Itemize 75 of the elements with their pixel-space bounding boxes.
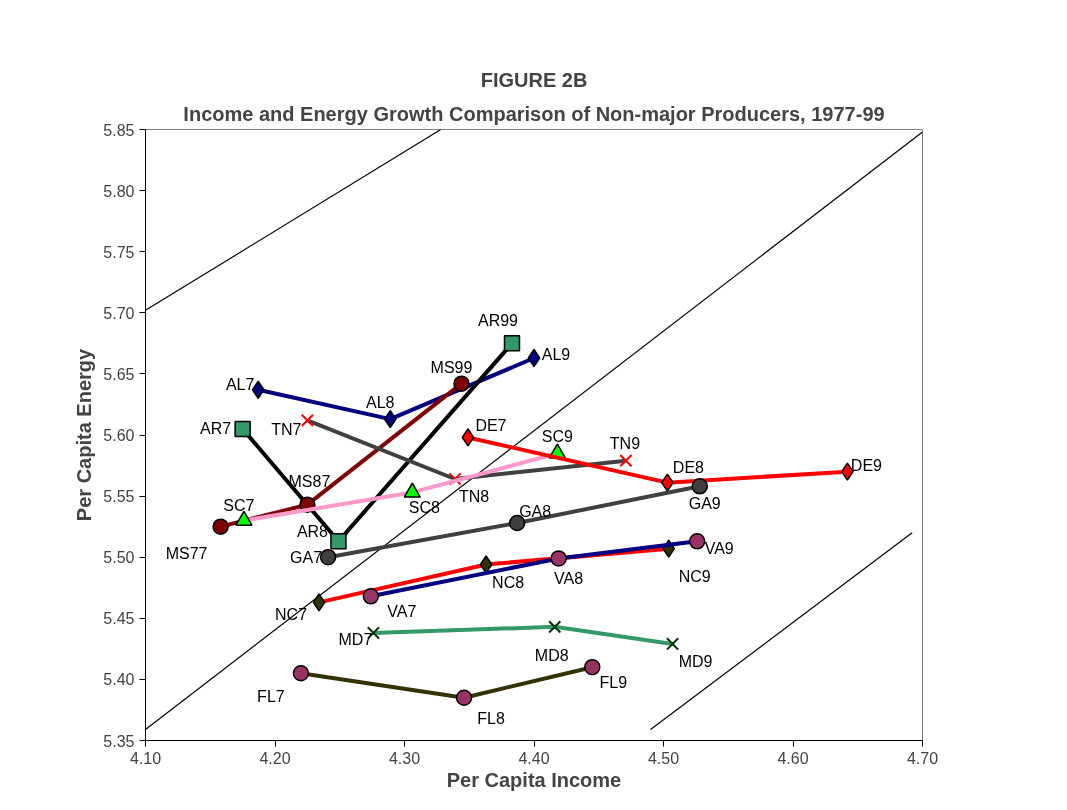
annotation: FL8: [477, 710, 505, 728]
annotation: DE8: [672, 459, 705, 477]
annotation: DE7: [475, 416, 507, 434]
point: [840, 462, 854, 481]
annotation: NC8: [492, 574, 525, 592]
point: [448, 472, 462, 486]
y-tick-label: 5.60: [103, 427, 135, 444]
annotation: VA9: [704, 539, 734, 557]
point: [461, 428, 475, 447]
point: [453, 375, 470, 392]
chart-subtitle: Income and Energy Growth Comparison of Non-major Producers, 1977-99: [183, 102, 885, 125]
y-tick-label: 5.35: [103, 732, 135, 750]
annotation: MS99: [430, 359, 473, 377]
point: [665, 637, 680, 651]
x-tick-label: 4.30: [388, 749, 421, 767]
point: [312, 593, 326, 612]
y-tick-label: 5.55: [103, 488, 135, 506]
y-tick-label: 5.65: [103, 365, 135, 383]
annotation: MD7: [338, 631, 373, 649]
point: [300, 413, 315, 427]
y-tick-label: 5.80: [103, 182, 135, 200]
annotation: AR7: [200, 420, 232, 438]
point: [619, 454, 633, 468]
y-tick-label: 5.85: [103, 121, 135, 139]
point: [691, 478, 709, 495]
annotation: AL7: [225, 376, 255, 394]
annotation: TN7: [271, 420, 302, 438]
y-axis-title: Per Capita Energy: [73, 347, 96, 522]
point: [503, 335, 521, 352]
point: [330, 533, 347, 550]
point: [527, 348, 541, 368]
annotation: NC9: [678, 568, 711, 586]
annotation: AL9: [541, 345, 571, 363]
x-tick-label: 4.50: [647, 749, 680, 767]
annotation: MS87: [288, 473, 331, 491]
x-tick-label: 4.70: [906, 749, 939, 767]
point: [383, 409, 397, 429]
x-tick-label: 4.60: [777, 749, 809, 767]
point: [212, 518, 229, 535]
annotation: MD9: [678, 653, 713, 671]
annotation: GA8: [519, 503, 552, 521]
annotation: VA7: [387, 602, 417, 620]
annotation: AL8: [366, 393, 395, 411]
point: [455, 689, 473, 706]
annotation: FL7: [257, 687, 285, 705]
point: [688, 533, 706, 550]
annotation: DE9: [850, 457, 883, 475]
y-tick-label: 5.70: [103, 304, 135, 322]
chart-title: FIGURE 2B: [480, 68, 588, 91]
annotation: SC9: [541, 427, 573, 445]
annotation: TN9: [609, 435, 641, 453]
point: [234, 420, 251, 438]
y-tick-label: 5.75: [103, 243, 135, 261]
x-tick-label: 4.10: [129, 749, 162, 767]
point: [584, 658, 601, 676]
point: [362, 588, 380, 605]
point: [550, 550, 567, 567]
x-tick-label: 4.20: [259, 749, 291, 767]
x-tick-label: 4.40: [518, 749, 550, 767]
y-tick-label: 5.50: [103, 549, 135, 567]
annotation: TN8: [458, 488, 490, 506]
point: [292, 665, 310, 682]
annotation: GA9: [688, 494, 721, 512]
point: [660, 473, 674, 492]
annotation: FL9: [599, 673, 628, 691]
y-tick-label: 5.40: [103, 671, 135, 689]
annotation: VA8: [554, 569, 584, 587]
y-tick-label: 5.45: [103, 610, 135, 628]
annotation: SC7: [223, 497, 255, 515]
point: [548, 620, 562, 634]
annotation: MD8: [534, 647, 569, 665]
annotation: AR99: [477, 311, 519, 329]
x-axis-title: Per Capita Income: [446, 768, 622, 791]
annotation: MS77: [165, 545, 208, 563]
point: [479, 555, 493, 574]
